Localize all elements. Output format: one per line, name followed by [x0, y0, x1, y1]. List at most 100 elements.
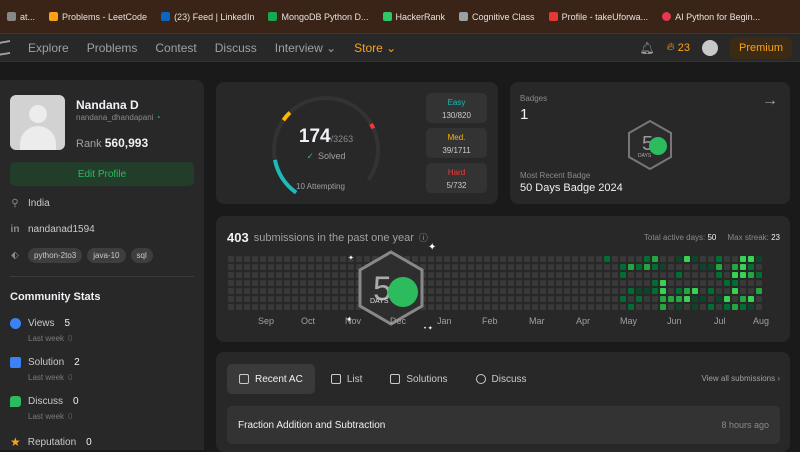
heatmap-cell[interactable]	[516, 288, 522, 294]
heatmap-cell[interactable]	[460, 272, 466, 278]
nav-explore[interactable]: Explore	[28, 40, 69, 55]
heatmap-cell[interactable]	[468, 288, 474, 294]
heatmap-cell[interactable]	[284, 264, 290, 270]
heatmap-cell[interactable]	[332, 288, 338, 294]
heatmap-cell[interactable]	[476, 288, 482, 294]
heatmap-cell[interactable]	[596, 304, 602, 310]
heatmap-cell[interactable]	[340, 264, 346, 270]
leetcode-logo-icon[interactable]	[0, 39, 10, 56]
heatmap-cell[interactable]	[716, 256, 722, 262]
heatmap-cell[interactable]	[572, 272, 578, 278]
heatmap-cell[interactable]	[444, 256, 450, 262]
heatmap-cell[interactable]	[748, 264, 754, 270]
heatmap-cell[interactable]	[500, 296, 506, 302]
heatmap-cell[interactable]	[524, 304, 530, 310]
heatmap-cell[interactable]	[476, 264, 482, 270]
heatmap-cell[interactable]	[660, 296, 666, 302]
heatmap-cell[interactable]	[460, 304, 466, 310]
heatmap-cell[interactable]	[324, 264, 330, 270]
heatmap-cell[interactable]	[316, 296, 322, 302]
nav-interview[interactable]: Interview ⌄	[274, 40, 337, 55]
heatmap-cell[interactable]	[508, 296, 514, 302]
heatmap-cell[interactable]	[572, 280, 578, 286]
heatmap-cell[interactable]	[708, 304, 714, 310]
heatmap-cell[interactable]	[588, 256, 594, 262]
heatmap-cell[interactable]	[668, 256, 674, 262]
nav-discuss[interactable]: Discuss	[214, 40, 257, 55]
avatar-small[interactable]	[701, 39, 718, 56]
tab-solutions[interactable]: Solutions	[378, 364, 459, 394]
heatmap-cell[interactable]	[540, 288, 546, 294]
heatmap-cell[interactable]	[748, 272, 754, 278]
heatmap-cell[interactable]	[444, 272, 450, 278]
heatmap-cell[interactable]	[628, 256, 634, 262]
heatmap-cell[interactable]	[508, 256, 514, 262]
heatmap-cell[interactable]	[676, 304, 682, 310]
heatmap-cell[interactable]	[452, 304, 458, 310]
arrow-right-icon[interactable]: →	[762, 92, 778, 109]
heatmap-cell[interactable]	[628, 264, 634, 270]
heatmap-cell[interactable]	[652, 296, 658, 302]
heatmap-cell[interactable]	[572, 256, 578, 262]
heatmap-cell[interactable]	[668, 272, 674, 278]
heatmap-cell[interactable]	[596, 256, 602, 262]
heatmap-cell[interactable]	[452, 288, 458, 294]
heatmap-cell[interactable]	[284, 280, 290, 286]
heatmap-cell[interactable]	[588, 304, 594, 310]
heatmap-cell[interactable]	[268, 304, 274, 310]
heatmap-cell[interactable]	[756, 288, 762, 294]
heatmap-cell[interactable]	[740, 288, 746, 294]
heatmap-cell[interactable]	[452, 296, 458, 302]
heatmap-cell[interactable]	[684, 264, 690, 270]
heatmap-cell[interactable]	[644, 304, 650, 310]
heatmap-cell[interactable]	[700, 264, 706, 270]
heatmap-cell[interactable]	[444, 264, 450, 270]
heatmap-cell[interactable]	[604, 256, 610, 262]
heatmap-cell[interactable]	[692, 256, 698, 262]
heatmap-cell[interactable]	[260, 256, 266, 262]
heatmap-cell[interactable]	[244, 296, 250, 302]
heatmap-cell[interactable]	[292, 272, 298, 278]
heatmap-cell[interactable]	[604, 288, 610, 294]
heatmap-cell[interactable]	[740, 272, 746, 278]
heatmap-cell[interactable]	[332, 304, 338, 310]
heatmap-cell[interactable]	[292, 256, 298, 262]
heatmap-cell[interactable]	[716, 280, 722, 286]
heatmap-cell[interactable]	[324, 272, 330, 278]
list-item[interactable]: Fraction Addition and Subtraction 8 hour…	[227, 406, 780, 444]
bookmark-ai-python[interactable]: AI Python for Begin...	[655, 0, 767, 33]
heatmap-cell[interactable]	[516, 264, 522, 270]
heatmap-cell[interactable]	[708, 296, 714, 302]
heatmap-cell[interactable]	[684, 296, 690, 302]
heatmap-cell[interactable]	[252, 264, 258, 270]
bookmark-leetcode[interactable]: Problems - LeetCode	[42, 0, 154, 33]
heatmap-cell[interactable]	[244, 272, 250, 278]
heatmap-cell[interactable]	[748, 296, 754, 302]
heatmap-cell[interactable]	[564, 288, 570, 294]
nav-store[interactable]: Store ⌄	[354, 40, 397, 55]
heatmap-cell[interactable]	[644, 272, 650, 278]
heatmap-cell[interactable]	[532, 288, 538, 294]
heatmap-cell[interactable]	[524, 280, 530, 286]
heatmap-cell[interactable]	[756, 280, 762, 286]
heatmap-cell[interactable]	[292, 304, 298, 310]
heatmap-cell[interactable]	[460, 256, 466, 262]
heatmap-cell[interactable]	[444, 304, 450, 310]
heatmap-cell[interactable]	[476, 256, 482, 262]
heatmap-cell[interactable]	[460, 288, 466, 294]
heatmap-cell[interactable]	[476, 304, 482, 310]
heatmap-cell[interactable]	[332, 256, 338, 262]
heatmap-cell[interactable]	[244, 256, 250, 262]
heatmap-cell[interactable]	[628, 288, 634, 294]
heatmap-cell[interactable]	[636, 272, 642, 278]
heatmap-cell[interactable]	[540, 280, 546, 286]
heatmap-cell[interactable]	[532, 296, 538, 302]
heatmap-cell[interactable]	[500, 288, 506, 294]
heatmap-cell[interactable]	[276, 280, 282, 286]
heatmap-cell[interactable]	[748, 304, 754, 310]
heatmap-cell[interactable]	[324, 296, 330, 302]
heatmap-cell[interactable]	[308, 304, 314, 310]
heatmap-cell[interactable]	[348, 256, 354, 262]
heatmap-cell[interactable]	[500, 256, 506, 262]
heatmap-cell[interactable]	[492, 296, 498, 302]
